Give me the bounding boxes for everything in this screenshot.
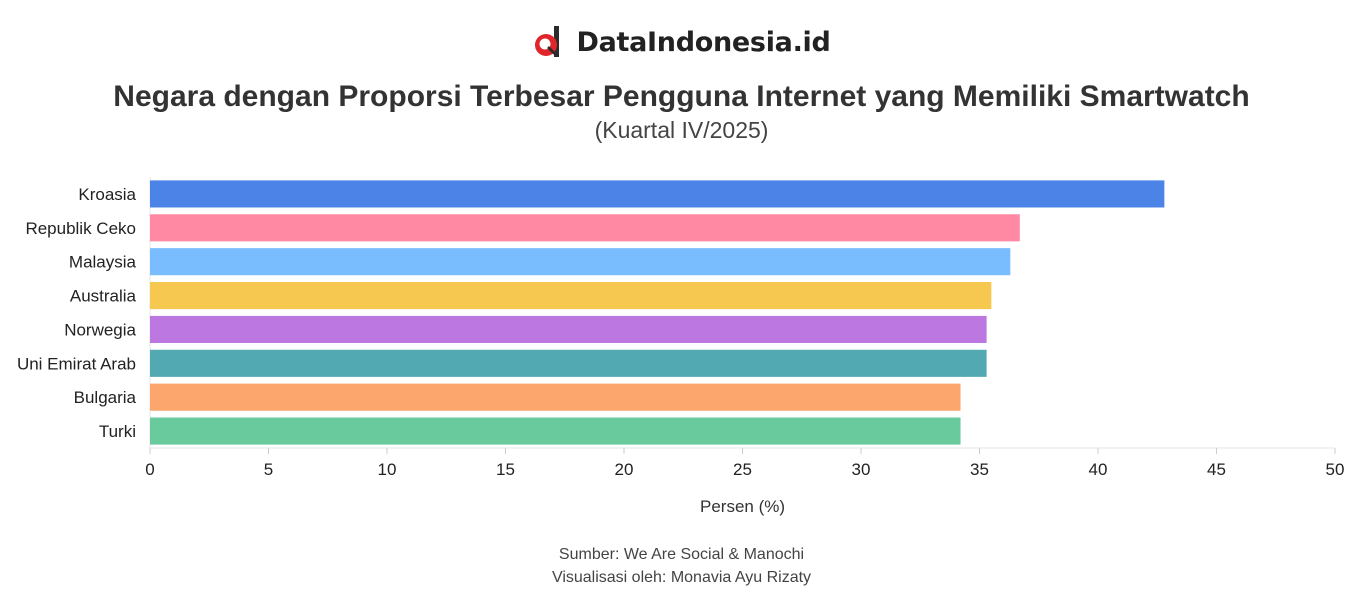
bar-bulgaria — [150, 383, 961, 411]
bar-norwegia — [150, 315, 987, 343]
x-tick-label: 45 — [1207, 460, 1226, 479]
bar-uni-emirat-arab — [150, 349, 987, 377]
bar-malaysia — [150, 248, 1011, 276]
y-tick-label: Uni Emirat Arab — [17, 354, 136, 373]
bar-australia — [150, 282, 992, 310]
dataindonesia-logo-icon — [535, 26, 560, 57]
chart-subtitle: (Kuartal IV/2025) — [594, 117, 769, 143]
credit-text: Visualisasi oleh: Monavia Ayu Rizaty — [551, 569, 812, 586]
brand-logo: DataIndonesia.id — [0, 24, 1363, 60]
x-tick-label: 5 — [264, 460, 273, 479]
y-tick-label: Australia — [70, 287, 137, 306]
x-tick-label: 0 — [145, 460, 154, 479]
x-tick-label: 30 — [852, 460, 871, 479]
source-text: Sumber: We Are Social & Manochi — [558, 546, 805, 563]
bar-republik-ceko — [150, 214, 1020, 242]
x-tick-label: 40 — [1089, 460, 1108, 479]
x-tick-label: 35 — [970, 460, 989, 479]
bar-turki — [150, 417, 961, 445]
bar-kroasia — [150, 180, 1165, 208]
chart-footer: Sumber: We Are Social & Manochi Visualis… — [0, 543, 1363, 589]
y-tick-label: Republik Ceko — [25, 219, 136, 238]
y-tick-label: Turki — [99, 422, 136, 441]
y-tick-label: Malaysia — [69, 253, 137, 272]
chart-title: Negara dengan Proporsi Terbesar Pengguna… — [113, 80, 1250, 113]
y-tick-label: Norwegia — [64, 320, 136, 339]
y-tick-label: Kroasia — [78, 185, 136, 204]
y-tick-label: Bulgaria — [74, 388, 137, 407]
brand-name: DataIndonesia.id — [576, 26, 831, 58]
x-tick-label: 10 — [378, 460, 397, 479]
x-tick-label: 20 — [615, 460, 634, 479]
x-axis-title: Persen (%) — [700, 497, 785, 516]
x-tick-label: 50 — [1326, 460, 1345, 479]
x-tick-label: 15 — [496, 460, 515, 479]
x-tick-label: 25 — [733, 460, 752, 479]
